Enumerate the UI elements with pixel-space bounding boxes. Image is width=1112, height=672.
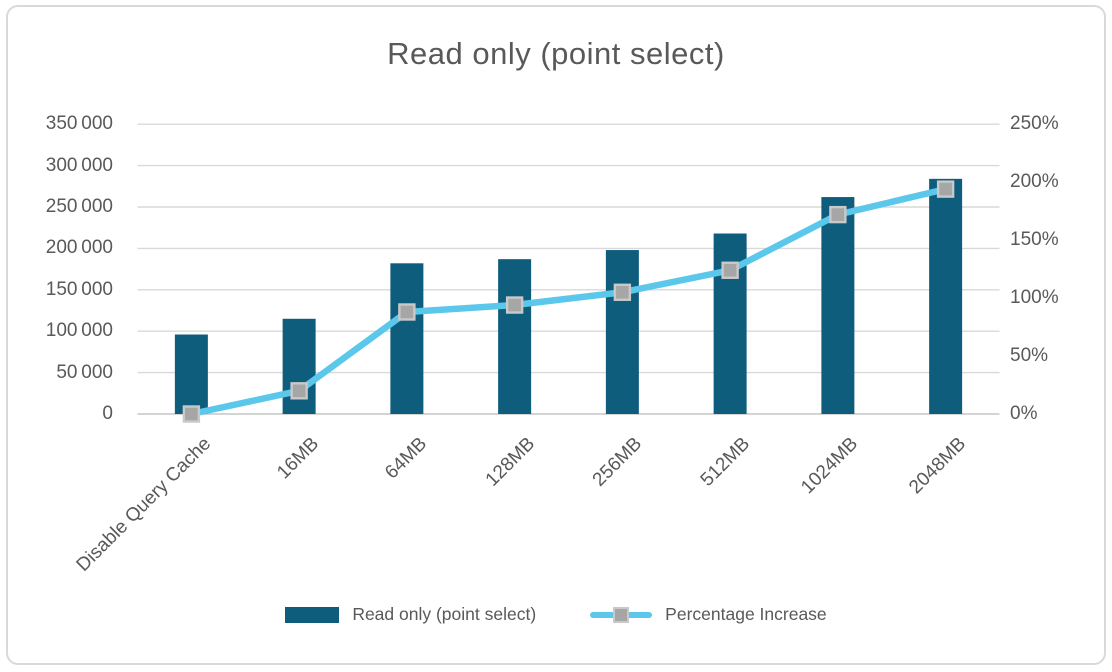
marker-disable-query-cache: [182, 405, 201, 423]
chart-title: Read only (point select): [387, 36, 725, 71]
legend-label-read-only: Read only (point select): [352, 604, 537, 624]
bar-disable-query-cache: [174, 334, 208, 414]
marker-256mb: [613, 283, 632, 301]
legend: Read only (point select) Percentage Incr…: [0, 604, 1112, 625]
marker-1024mb: [829, 205, 847, 224]
legend-line-swatch: [590, 606, 653, 623]
legend-label-percentage-increase: Percentage Increase: [665, 604, 827, 624]
marker-512mb: [721, 261, 739, 279]
square-marker-glyph: [613, 606, 630, 623]
legend-item-percentage-increase: Percentage Increase: [590, 604, 827, 625]
left-axis-tick-label: 200 000: [45, 237, 113, 259]
bar-128mb: [498, 259, 532, 414]
bar-512mb: [713, 233, 747, 414]
legend-item-read-only: Read only (point select): [285, 604, 536, 625]
marker-128mb: [505, 296, 524, 314]
left-axis-tick-label: 300 000: [45, 154, 113, 176]
bar-64mb: [390, 263, 424, 414]
marker-2048mb: [936, 180, 955, 198]
bar-1024mb: [821, 197, 855, 414]
left-axis-tick-label: 250 000: [45, 196, 113, 217]
bar-16mb: [282, 318, 316, 414]
right-axis-tick-label: 50%: [1010, 345, 1049, 367]
percentage-increase-line: [188, 185, 949, 418]
marker-64mb: [398, 303, 416, 321]
right-axis-tick-label: 0%: [1010, 403, 1038, 424]
right-axis-tick-label: 250%: [1010, 113, 1059, 135]
left-axis-tick-label: 350 000: [45, 113, 113, 135]
right-axis-tick-label: 150%: [1010, 229, 1059, 251]
right-axis-tick-label: 200%: [1010, 171, 1059, 193]
marker-16mb: [290, 382, 308, 400]
left-axis-tick-label: 100 000: [45, 320, 113, 342]
left-axis-tick-label: 0: [102, 403, 113, 424]
left-axis-tick-label: 50 000: [56, 361, 113, 383]
left-axis-tick-label: 150 000: [45, 278, 113, 300]
bar-2048mb: [929, 178, 963, 414]
bar-256mb: [605, 250, 639, 414]
right-axis-tick-label: 100%: [1010, 287, 1059, 309]
legend-bar-swatch: [285, 606, 340, 623]
